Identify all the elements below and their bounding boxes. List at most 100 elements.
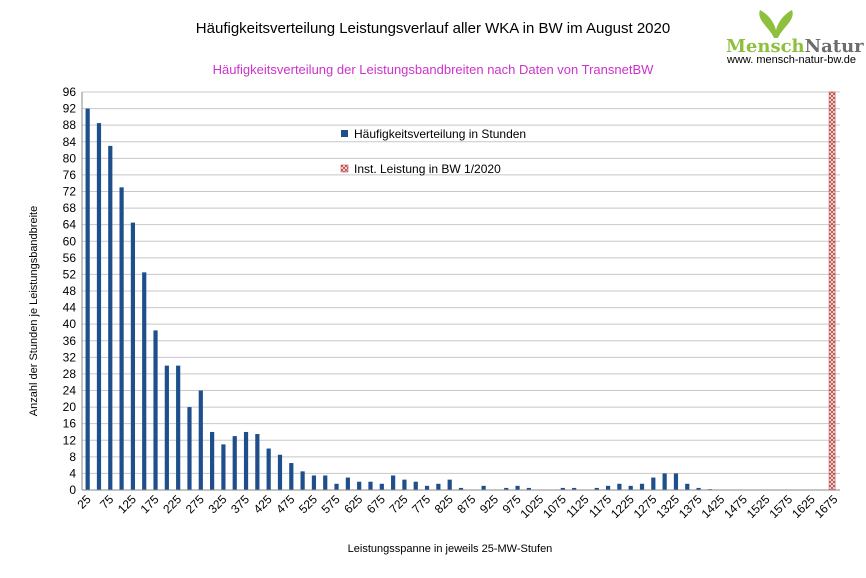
bar bbox=[572, 487, 577, 490]
inst-capacity-line bbox=[828, 91, 836, 491]
bar bbox=[232, 436, 237, 490]
y-tick-label: 28 bbox=[63, 367, 77, 381]
logo-text: MenschNatur bbox=[726, 36, 864, 57]
bar bbox=[651, 477, 656, 490]
y-axis-label: Anzahl der Stunden je Leistungsbandbreit… bbox=[28, 205, 40, 417]
axes bbox=[81, 92, 840, 491]
bar bbox=[368, 481, 373, 490]
x-tick-label: 125 bbox=[115, 492, 139, 516]
x-tick-label: 725 bbox=[386, 492, 410, 516]
x-tick-label: 675 bbox=[364, 492, 388, 516]
y-tick-labels: 0481216202428323640444852566064687276808… bbox=[63, 85, 77, 497]
y-tick-label: 60 bbox=[63, 234, 77, 248]
x-tick-label: 1325 bbox=[653, 492, 682, 521]
y-tick-label: 68 bbox=[63, 201, 77, 215]
inst-line-layer bbox=[828, 91, 836, 491]
bar bbox=[458, 487, 464, 490]
y-tick-label: 56 bbox=[63, 251, 77, 265]
bar bbox=[379, 483, 384, 490]
bar bbox=[198, 390, 203, 490]
y-tick-label: 8 bbox=[69, 450, 76, 464]
bar bbox=[108, 145, 113, 491]
bar bbox=[323, 475, 328, 490]
chart-title: Häufigkeitsverteilung Leistungsverlauf a… bbox=[195, 20, 671, 37]
logo-url: www. mensch-natur-bw.de bbox=[727, 54, 856, 66]
bar bbox=[289, 463, 294, 490]
y-tick-label: 48 bbox=[63, 284, 77, 298]
bar bbox=[617, 483, 622, 490]
bar bbox=[447, 479, 452, 490]
bar bbox=[628, 485, 633, 490]
chart-subtitle: Häufigkeitsverteilung der Leistungsbandb… bbox=[212, 62, 654, 77]
bar bbox=[187, 407, 192, 490]
x-tick-label: 1275 bbox=[631, 492, 660, 521]
bar bbox=[639, 483, 645, 490]
x-tick-labels: 25 75125175225275325375425475525575625675… bbox=[74, 492, 840, 521]
bar bbox=[311, 475, 317, 490]
bar bbox=[402, 479, 407, 490]
logo-text-part-2: Natur bbox=[804, 36, 864, 57]
bar bbox=[605, 485, 611, 490]
y-tick-label: 52 bbox=[63, 267, 77, 281]
bar bbox=[277, 454, 283, 490]
legend-label-inst: Inst. Leistung in BW 1/2020 bbox=[354, 162, 501, 176]
y-tick-label: 96 bbox=[63, 85, 77, 99]
y-tick-label: 24 bbox=[63, 384, 77, 398]
bar bbox=[481, 485, 486, 490]
x-tick-label: 25 bbox=[74, 492, 94, 512]
bar bbox=[662, 473, 667, 490]
x-tick-label: 425 bbox=[251, 492, 275, 516]
x-tick-label: 325 bbox=[205, 492, 229, 516]
bar bbox=[673, 473, 679, 490]
y-tick-label: 4 bbox=[69, 466, 76, 480]
x-tick-label: 1425 bbox=[699, 492, 728, 521]
y-tick-label: 76 bbox=[63, 168, 77, 182]
bar bbox=[594, 487, 599, 490]
x-tick-label: 75 bbox=[97, 492, 117, 512]
grid-lines bbox=[82, 91, 840, 491]
x-tick-label: 1225 bbox=[608, 492, 637, 521]
x-tick-label: 825 bbox=[432, 492, 456, 516]
legend: Häufigkeitsverteilung in Stunden Inst. L… bbox=[340, 127, 526, 176]
y-tick-label: 12 bbox=[63, 433, 77, 447]
x-tick-label: 1375 bbox=[676, 492, 705, 521]
x-tick-label: 375 bbox=[228, 492, 252, 516]
bar bbox=[153, 330, 158, 490]
bars bbox=[85, 108, 712, 491]
legend-swatch-hours bbox=[341, 130, 348, 137]
bar bbox=[334, 483, 339, 490]
x-tick-label: 775 bbox=[409, 492, 433, 516]
x-tick-label: 925 bbox=[477, 492, 501, 516]
y-tick-label: 0 bbox=[69, 483, 76, 497]
y-tick-label: 16 bbox=[63, 417, 77, 431]
y-tick-label: 92 bbox=[63, 102, 77, 116]
bar bbox=[515, 485, 520, 490]
bar bbox=[560, 487, 565, 490]
bar bbox=[142, 272, 147, 490]
x-tick-label: 1575 bbox=[766, 492, 795, 521]
x-tick-label: 1125 bbox=[563, 492, 591, 520]
bar bbox=[221, 444, 226, 490]
x-tick-label: 1025 bbox=[518, 492, 547, 521]
x-tick-label: 625 bbox=[341, 492, 365, 516]
y-tick-label: 44 bbox=[63, 301, 77, 315]
bar bbox=[526, 487, 531, 490]
x-tick-label: 1175 bbox=[586, 492, 614, 520]
bar bbox=[424, 485, 430, 490]
x-tick-label: 575 bbox=[319, 492, 343, 516]
bar bbox=[243, 431, 249, 490]
y-tick-label: 20 bbox=[63, 400, 77, 414]
x-tick-label: 225 bbox=[160, 492, 184, 516]
x-tick-label: 275 bbox=[183, 492, 207, 516]
x-tick-label: 1625 bbox=[789, 492, 818, 521]
bar bbox=[266, 448, 271, 490]
x-tick-label: 475 bbox=[273, 492, 297, 516]
y-tick-label: 72 bbox=[63, 185, 77, 199]
legend-swatch-inst bbox=[340, 164, 349, 173]
logo-text-part-1: Mensch bbox=[726, 36, 805, 57]
x-tick-label: 875 bbox=[454, 492, 478, 516]
bar bbox=[436, 483, 441, 490]
bar bbox=[255, 434, 260, 490]
y-tick-label: 36 bbox=[63, 334, 77, 348]
x-tick-label: 1525 bbox=[744, 492, 773, 521]
